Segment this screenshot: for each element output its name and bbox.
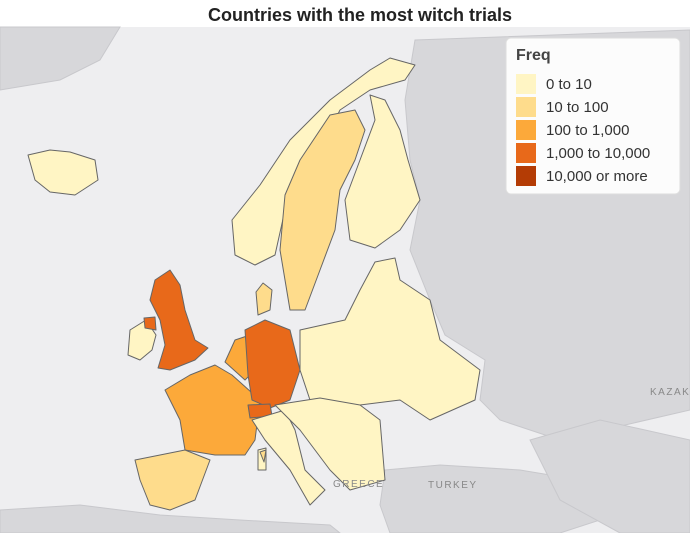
- legend-swatch: [516, 74, 536, 94]
- countries: [27, 57, 481, 511]
- legend-swatch: [516, 166, 536, 186]
- legend-label: 0 to 10: [546, 76, 592, 93]
- land: [0, 26, 121, 91]
- land: [0, 504, 341, 533]
- legend-box: [505, 37, 681, 195]
- legend-swatch: [516, 97, 536, 117]
- country: [149, 269, 209, 371]
- legend-swatch: [516, 143, 536, 163]
- legend-label: 10,000 or more: [546, 168, 648, 185]
- country: [244, 319, 301, 409]
- legend-swatch: [516, 120, 536, 140]
- map-title: Countries with the most witch trials: [208, 5, 512, 25]
- country: [27, 149, 99, 196]
- basemap-label: GREECE: [333, 479, 384, 490]
- legend: Freq 0 to 10 10 to 100 100 to 1,000 1,000 t…: [505, 37, 681, 195]
- legend-label: 10 to 100: [546, 99, 609, 116]
- country: [231, 57, 416, 266]
- country: [279, 109, 366, 311]
- basemap-label: KAZAK: [650, 387, 690, 398]
- legend-label: 1,000 to 10,000: [546, 145, 650, 162]
- country: [274, 397, 386, 491]
- legend-label: 100 to 1,000: [546, 122, 629, 139]
- country: [255, 282, 273, 316]
- land: [529, 419, 690, 533]
- legend-title: Freq: [516, 47, 551, 64]
- country: [143, 316, 157, 331]
- country: [259, 449, 267, 463]
- country: [134, 449, 211, 511]
- basemap-label: TURKEY: [428, 480, 478, 491]
- country: [344, 94, 421, 249]
- country: [164, 364, 261, 456]
